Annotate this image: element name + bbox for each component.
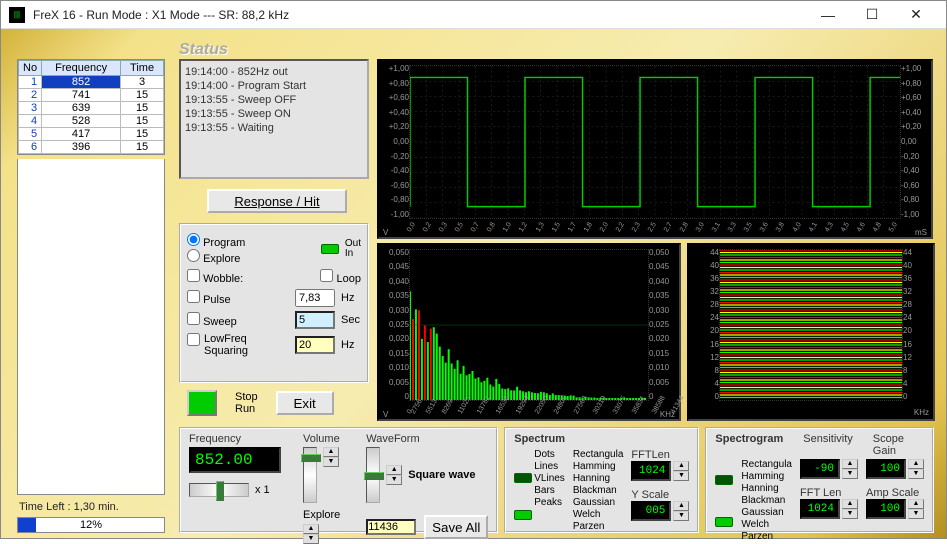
minimize-button[interactable]: — bbox=[806, 2, 850, 28]
radio-explore[interactable]: Explore bbox=[187, 253, 240, 265]
check-pulse[interactable]: Pulse bbox=[187, 290, 231, 306]
check-loop[interactable]: Loop bbox=[320, 269, 361, 285]
amp-scale: 100 bbox=[866, 499, 906, 519]
table-row[interactable]: 639615 bbox=[19, 141, 164, 154]
spectrogram-panel: Spectrogram Sensitivity Scope Gain Recta… bbox=[705, 427, 934, 533]
lowfreq-value[interactable] bbox=[295, 336, 335, 354]
frequency-table-empty bbox=[17, 159, 165, 495]
spg-led-2[interactable] bbox=[715, 517, 733, 527]
scope-gain: 100 bbox=[866, 459, 906, 479]
stop-run-led[interactable] bbox=[187, 390, 217, 416]
run-panel: Stop Run Exit bbox=[179, 385, 369, 421]
options-panel: Program Explore Out In Wobble: Loop Puls… bbox=[179, 223, 369, 383]
check-wobble[interactable]: Wobble: bbox=[187, 269, 243, 285]
col-frequency[interactable]: Frequency bbox=[42, 61, 121, 76]
check-sweep[interactable]: Sweep bbox=[187, 312, 237, 328]
spg-sens-spin[interactable]: ▲▼ bbox=[842, 459, 858, 479]
spectrum-yscale-spin[interactable]: ▲▼ bbox=[673, 501, 689, 521]
close-button[interactable]: ✕ bbox=[894, 2, 938, 28]
spectrum-display: 0,0500,0450,0400,0350,0300,0250,0200,015… bbox=[377, 243, 681, 421]
radio-program[interactable]: Program bbox=[187, 237, 245, 249]
spectrum-display-modes[interactable]: DotsLinesVLinesBarsPeaks bbox=[534, 449, 565, 533]
app-window: ||| FreX 16 - Run Mode : X1 Mode --- SR:… bbox=[0, 0, 947, 539]
spectrum-yscale: 005 bbox=[631, 501, 671, 521]
sweep-value[interactable] bbox=[295, 311, 335, 329]
spectrum-panel: Spectrum DotsLinesVLinesBarsPeaks Rectan… bbox=[504, 427, 699, 533]
progress-bar: 12% bbox=[17, 517, 165, 533]
response-hit-button[interactable]: Response / Hit bbox=[207, 189, 347, 213]
titlebar[interactable]: ||| FreX 16 - Run Mode : X1 Mode --- SR:… bbox=[1, 1, 946, 29]
pulse-value[interactable] bbox=[295, 289, 335, 307]
frequency-lcd: 852.00 bbox=[189, 447, 281, 473]
check-lowfreq[interactable]: LowFreq Squaring bbox=[187, 333, 248, 357]
spg-fftlen-spin[interactable]: ▲▼ bbox=[842, 499, 858, 519]
bottom-bar: Frequency 852.00 x 1 Volume ▲▼ bbox=[179, 427, 934, 533]
spectrum-led-1[interactable] bbox=[514, 473, 532, 483]
spg-sensitivity: -90 bbox=[800, 459, 840, 479]
explore-spin[interactable]: ▲▼ bbox=[303, 524, 319, 544]
time-left-label: Time Left : 1,30 min. bbox=[19, 501, 119, 513]
col-time[interactable]: Time bbox=[121, 61, 164, 76]
progress-percent: 12% bbox=[18, 519, 164, 531]
spectrum-led-2[interactable] bbox=[514, 510, 532, 520]
table-row[interactable]: 363915 bbox=[19, 102, 164, 115]
table-row[interactable]: 541715 bbox=[19, 128, 164, 141]
spectrogram-display: 4440363228242016128404440363228242016128… bbox=[687, 243, 935, 421]
waveform-name: Square wave bbox=[408, 469, 475, 481]
table-row[interactable]: 452815 bbox=[19, 115, 164, 128]
scope-gain-spin[interactable]: ▲▼ bbox=[908, 459, 924, 479]
volume-slider[interactable] bbox=[303, 447, 317, 503]
volume-spin[interactable]: ▲▼ bbox=[323, 447, 339, 503]
spg-led-1[interactable] bbox=[715, 475, 733, 485]
spectrum-fftlen: 1024 bbox=[631, 461, 671, 481]
save-all-button[interactable]: Save All bbox=[424, 515, 488, 539]
client-area: No Frequency Time 1852327411536391545281… bbox=[1, 29, 946, 538]
table-row[interactable]: 18523 bbox=[19, 76, 164, 89]
waveform-slider[interactable] bbox=[366, 447, 380, 503]
oscilloscope: +1,00+0,80+0,60+0,40+0,200,00-0,20-0,40-… bbox=[377, 59, 933, 239]
col-no[interactable]: No bbox=[19, 61, 42, 76]
maximize-button[interactable]: ☐ bbox=[850, 2, 894, 28]
count-field[interactable] bbox=[366, 519, 416, 535]
waveform-spin[interactable]: ▲▼ bbox=[386, 465, 402, 485]
status-heading: Status bbox=[179, 41, 228, 59]
spectrogram-window-list[interactable]: RectangulaHammingHanningBlackmanGaussian… bbox=[741, 459, 792, 543]
frequency-slider[interactable] bbox=[189, 483, 249, 497]
table-row[interactable]: 274115 bbox=[19, 89, 164, 102]
frequency-table[interactable]: No Frequency Time 1852327411536391545281… bbox=[17, 59, 165, 155]
status-log: 19:14:00 - 852Hz out19:14:00 - Program S… bbox=[179, 59, 369, 179]
spg-fftlen: 1024 bbox=[800, 499, 840, 519]
exit-button[interactable]: Exit bbox=[276, 391, 334, 415]
spectrum-window-list[interactable]: RectangulaHammingHanningBlackmanGaussian… bbox=[573, 449, 624, 533]
out-in-led[interactable] bbox=[321, 244, 339, 254]
frequency-panel: Frequency 852.00 x 1 Volume ▲▼ bbox=[179, 427, 498, 533]
app-icon: ||| bbox=[9, 7, 25, 23]
window-title: FreX 16 - Run Mode : X1 Mode --- SR: 88,… bbox=[33, 8, 806, 22]
amp-scale-spin[interactable]: ▲▼ bbox=[908, 499, 924, 519]
spectrum-fftlen-spin[interactable]: ▲▼ bbox=[673, 461, 689, 481]
